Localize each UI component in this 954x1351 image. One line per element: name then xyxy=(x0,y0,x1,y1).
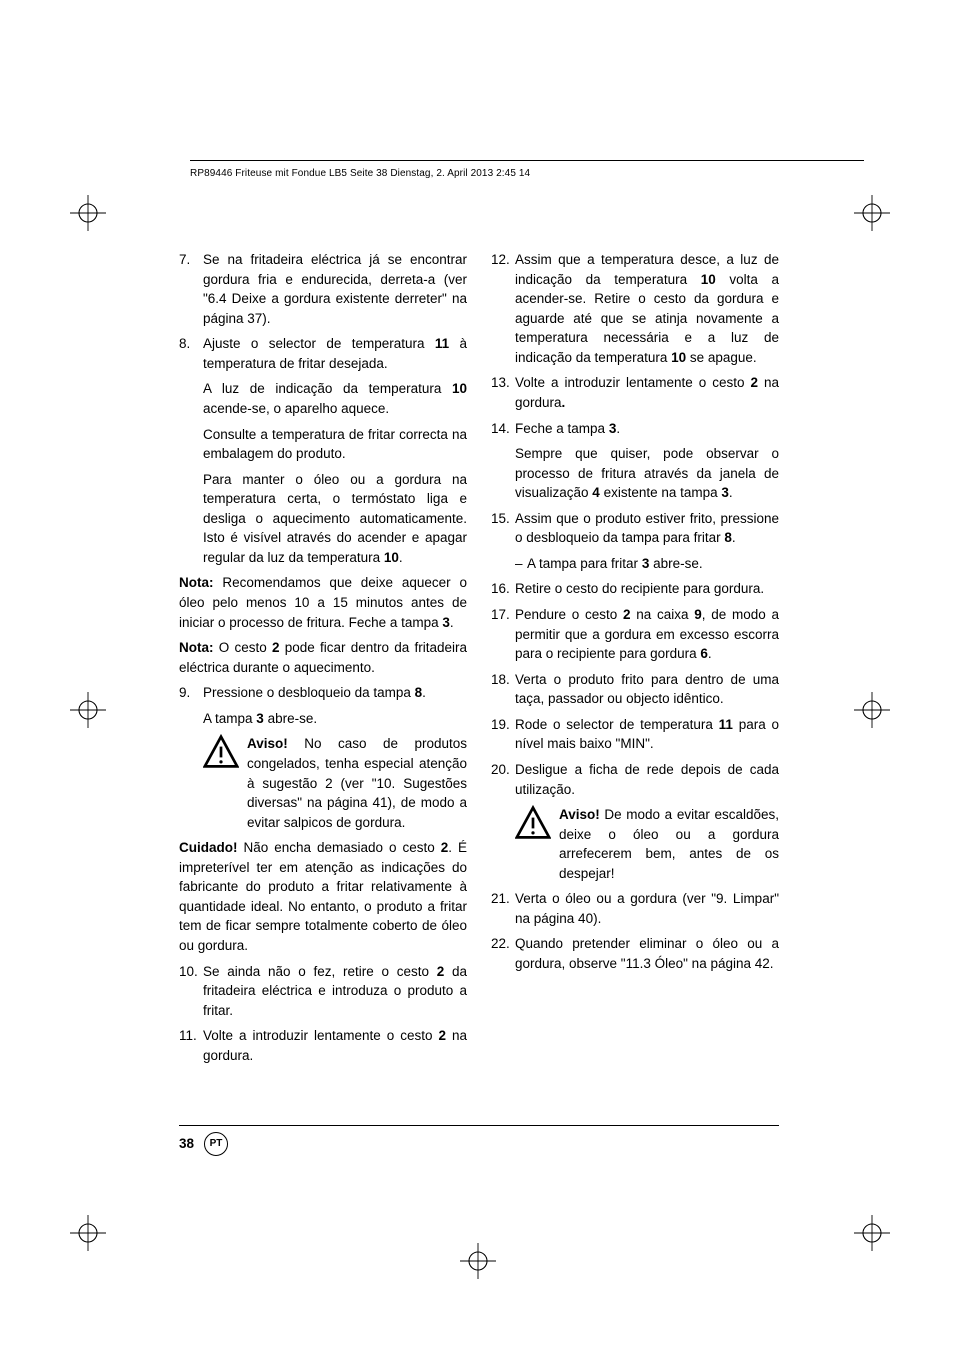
step-13: 13.Volte a introduzir lentamente o cesto… xyxy=(491,373,779,412)
step-15-dash: A tampa para fritar 3 abre-se. xyxy=(491,554,779,574)
crop-mark-icon xyxy=(854,692,890,728)
page-number: 38 xyxy=(179,1134,194,1154)
step-21: 21.Verta o óleo ou a gordura (ver "9. Li… xyxy=(491,889,779,928)
crop-mark-icon xyxy=(854,1215,890,1251)
step-8-sub3: Para manter o óleo ou a gordura na tempe… xyxy=(179,470,467,568)
step-12: 12.Assim que a temperatura desce, a luz … xyxy=(491,250,779,367)
step-7: 7.Se na fritadeira eléctrica já se encon… xyxy=(179,250,467,328)
step-22: 22.Quando pretender eliminar o óleo ou a… xyxy=(491,934,779,973)
step-16: 16.Retire o cesto do recipiente para gor… xyxy=(491,579,779,599)
crop-sphere-icon xyxy=(96,1259,132,1295)
warning-icon xyxy=(203,734,239,832)
step-14-sub1: Sempre que quiser, pode observar o proce… xyxy=(491,444,779,503)
step-8-sub1: A luz de indicação da temperatura 10 ace… xyxy=(179,379,467,418)
left-column: 7.Se na fritadeira eléctrica já se encon… xyxy=(179,250,467,1071)
step-10: 10.Se ainda não o fez, retire o cesto 2 … xyxy=(179,962,467,1021)
warning-2: Aviso! De modo a evitar escaldões, deixe… xyxy=(515,805,779,883)
crop-sphere-icon xyxy=(880,150,916,186)
note-2: Nota: O cesto 2 pode ficar dentro da fri… xyxy=(179,638,467,677)
crop-mark-icon xyxy=(460,1243,496,1279)
page-footer: 38 PT xyxy=(179,1125,779,1156)
warning-1: Aviso! No caso de produtos congelados, t… xyxy=(203,734,467,832)
caution-1: Cuidado! Não encha demasiado o cesto 2. … xyxy=(179,838,467,955)
step-9-sub1: A tampa 3 abre-se. xyxy=(179,709,467,729)
step-8: 8.Ajuste o selector de temperatura 11 à … xyxy=(179,334,467,373)
crop-sphere-icon xyxy=(96,150,132,186)
step-17: 17.Pendure o cesto 2 na caixa 9, de modo… xyxy=(491,605,779,664)
step-11: 11.Volte a introduzir lentamente o cesto… xyxy=(179,1026,467,1065)
step-18: 18.Verta o produto frito para dentro de … xyxy=(491,670,779,709)
note-1: Nota: Recomendamos que deixe aquecer o ó… xyxy=(179,573,467,632)
step-9: 9.Pressione o desbloqueio da tampa 8. xyxy=(179,683,467,703)
step-14: 14.Feche a tampa 3. xyxy=(491,419,779,439)
crop-mark-icon xyxy=(70,195,106,231)
crop-mark-icon xyxy=(854,195,890,231)
step-15: 15.Assim que o produto estiver frito, pr… xyxy=(491,509,779,548)
right-column: 12.Assim que a temperatura desce, a luz … xyxy=(491,250,779,1071)
print-header: RP89446 Friteuse mit Fondue LB5 Seite 38… xyxy=(190,160,864,182)
step-8-sub2: Consulte a temperatura de fritar correct… xyxy=(179,425,467,464)
step-20: 20.Desligue a ficha de rede depois de ca… xyxy=(491,760,779,799)
step-19: 19.Rode o selector de temperatura 11 par… xyxy=(491,715,779,754)
page-content: 7.Se na fritadeira eléctrica já se encon… xyxy=(179,250,779,1071)
language-badge: PT xyxy=(204,1132,228,1156)
crop-sphere-icon xyxy=(880,1259,916,1295)
crop-mark-icon xyxy=(70,692,106,728)
warning-icon xyxy=(515,805,551,883)
crop-mark-icon xyxy=(70,1215,106,1251)
